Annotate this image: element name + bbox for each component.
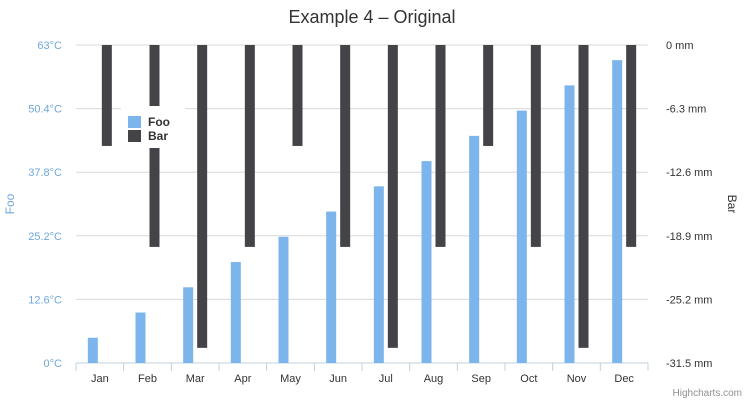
y-left-axis-title: Foo bbox=[3, 193, 17, 214]
x-tick-label: Jun bbox=[329, 373, 347, 385]
y-right-tick-label: -25.2 mm bbox=[666, 294, 712, 306]
y-right-tick-label: -6.3 mm bbox=[666, 104, 706, 116]
grid-layer bbox=[76, 44, 648, 364]
bar-foo[interactable] bbox=[183, 287, 194, 363]
bar-foo[interactable] bbox=[135, 312, 146, 363]
y-right-axis-title: Bar bbox=[725, 195, 739, 214]
x-tick-label: Apr bbox=[234, 373, 251, 385]
y-left-tick-label: 0°C bbox=[44, 358, 63, 370]
bar-bar[interactable] bbox=[101, 45, 112, 146]
bar-bar[interactable] bbox=[483, 45, 494, 146]
chart-title: Example 4 – Original bbox=[288, 7, 455, 27]
x-tick-label: Aug bbox=[424, 373, 444, 385]
bar-foo[interactable] bbox=[373, 186, 384, 363]
bar-foo[interactable] bbox=[421, 161, 432, 363]
axes-layer: 0°C 12.6°C 25.2°C 37.8°C 50.4°C 63°C 0 mm -6.3 … bbox=[28, 40, 712, 385]
y-right-tick-label: -12.6 mm bbox=[666, 167, 712, 179]
bar-bar[interactable] bbox=[435, 45, 446, 247]
y-left-tick-label: 37.8°C bbox=[28, 167, 62, 179]
x-tick-label: May bbox=[280, 373, 301, 385]
x-tick-label: Jul bbox=[379, 373, 393, 385]
bar-bar[interactable] bbox=[292, 45, 303, 146]
bar-bar[interactable] bbox=[530, 45, 541, 247]
x-tick-label: Mar bbox=[186, 373, 205, 385]
legend-symbol[interactable] bbox=[128, 130, 141, 142]
bar-foo[interactable] bbox=[278, 236, 289, 363]
legend-label[interactable]: Foo bbox=[148, 115, 170, 129]
y-left-tick-label: 63°C bbox=[37, 40, 62, 52]
y-right-tick-label: -31.5 mm bbox=[666, 358, 712, 370]
y-right-tick-label: 0 mm bbox=[666, 40, 694, 52]
y-left-tick-label: 12.6°C bbox=[28, 294, 62, 306]
bar-bar[interactable] bbox=[340, 45, 351, 247]
y-left-tick-label: 25.2°C bbox=[28, 231, 62, 243]
bar-foo[interactable] bbox=[326, 211, 337, 363]
bar-foo[interactable] bbox=[469, 135, 480, 363]
bar-bar[interactable] bbox=[197, 45, 208, 348]
bars-layer bbox=[87, 45, 637, 364]
bar-foo[interactable] bbox=[612, 60, 623, 364]
y-right-tick-label: -18.9 mm bbox=[666, 231, 712, 243]
credits-link[interactable]: Highcharts.com bbox=[673, 388, 742, 399]
x-tick-label: Oct bbox=[520, 373, 537, 385]
legend-label[interactable]: Bar bbox=[148, 129, 168, 143]
bar-bar[interactable] bbox=[387, 45, 398, 348]
bar-foo[interactable] bbox=[564, 85, 575, 363]
legend-symbol[interactable] bbox=[128, 116, 141, 128]
y-left-tick-label: 50.4°C bbox=[28, 104, 62, 116]
bar-foo[interactable] bbox=[230, 262, 241, 363]
bar-foo[interactable] bbox=[87, 337, 98, 363]
x-tick-label: Feb bbox=[138, 373, 157, 385]
bar-bar[interactable] bbox=[626, 45, 637, 247]
bar-bar[interactable] bbox=[244, 45, 255, 247]
bar-bar[interactable] bbox=[578, 45, 589, 348]
bar-foo[interactable] bbox=[516, 110, 527, 363]
x-tick-label: Nov bbox=[567, 373, 587, 385]
x-tick-label: Dec bbox=[614, 373, 634, 385]
x-tick-label: Jan bbox=[91, 373, 109, 385]
x-tick-label: Sep bbox=[471, 373, 491, 385]
